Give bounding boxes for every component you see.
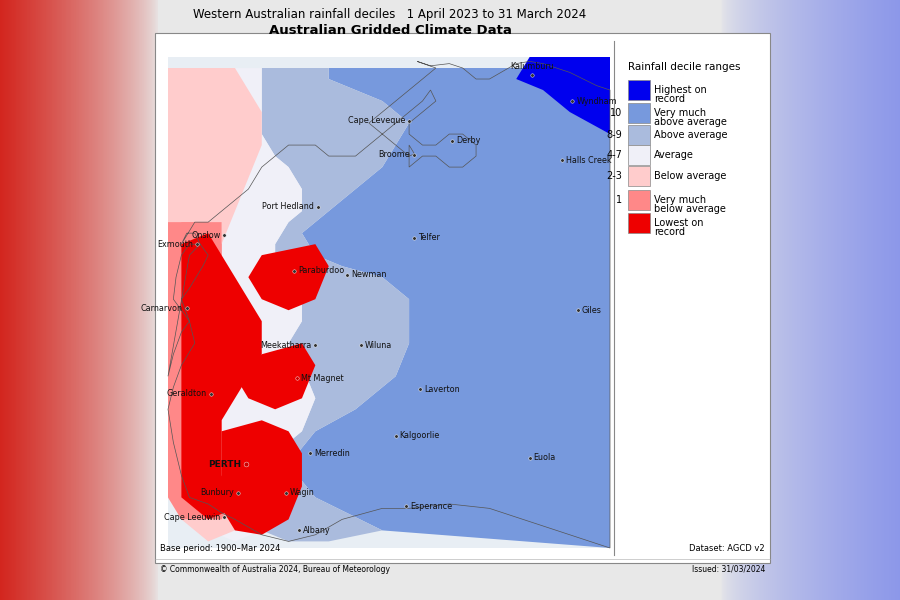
Text: below average: below average (654, 204, 726, 214)
Polygon shape (168, 68, 315, 541)
Polygon shape (248, 68, 410, 541)
Text: Wiluna: Wiluna (364, 341, 392, 350)
Text: record: record (654, 227, 685, 237)
Text: 8-9: 8-9 (607, 130, 622, 140)
Text: Albany: Albany (303, 526, 331, 535)
Polygon shape (289, 68, 610, 548)
Text: Base period: 1900–Mar 2024: Base period: 1900–Mar 2024 (160, 544, 281, 553)
Bar (628, 103, 650, 123)
Polygon shape (182, 288, 221, 321)
Text: Newman: Newman (352, 271, 387, 280)
Text: Rainfall decile ranges: Rainfall decile ranges (628, 62, 741, 72)
Text: Carnarvon: Carnarvon (140, 304, 183, 313)
Text: Very much: Very much (654, 195, 706, 205)
Text: Wyndham: Wyndham (577, 97, 617, 106)
Text: 1: 1 (616, 195, 622, 205)
Bar (628, 213, 650, 233)
Text: Bunbury: Bunbury (200, 488, 234, 497)
Text: Western Australian rainfall deciles   1 April 2023 to 31 March 2024: Western Australian rainfall deciles 1 Ap… (194, 8, 587, 21)
Text: 2-3: 2-3 (606, 171, 622, 181)
Text: Meekatharra: Meekatharra (260, 341, 311, 350)
Text: Laverton: Laverton (424, 385, 459, 394)
Polygon shape (182, 222, 221, 255)
Text: Issued: 31/03/2024: Issued: 31/03/2024 (691, 565, 765, 574)
Text: above average: above average (654, 117, 727, 127)
Text: Lowest on: Lowest on (654, 218, 704, 228)
Text: Telfer: Telfer (418, 233, 440, 242)
Polygon shape (168, 57, 610, 548)
Text: Merredin: Merredin (314, 449, 350, 458)
Text: Australian Gridded Climate Data: Australian Gridded Climate Data (268, 24, 511, 37)
Text: Mt Magnet: Mt Magnet (301, 374, 343, 383)
Text: Onslow: Onslow (191, 231, 220, 240)
Text: Halls Creek: Halls Creek (566, 156, 611, 165)
Text: Below average: Below average (654, 171, 726, 181)
Text: 4-7: 4-7 (606, 150, 622, 160)
Text: Giles: Giles (582, 306, 602, 315)
Text: Derby: Derby (456, 136, 481, 145)
Polygon shape (517, 57, 610, 134)
Text: Very much: Very much (654, 108, 706, 118)
Text: Wagin: Wagin (290, 488, 315, 497)
Bar (628, 125, 650, 145)
Bar (628, 166, 650, 186)
Polygon shape (248, 244, 328, 310)
Polygon shape (168, 222, 235, 520)
Polygon shape (235, 343, 315, 409)
Text: Geraldton: Geraldton (166, 389, 207, 398)
Bar (155, 33, 770, 563)
Text: Average: Average (654, 150, 694, 160)
Text: Port Hedland: Port Hedland (262, 202, 314, 211)
Polygon shape (221, 420, 302, 535)
Text: Cape Leeuwin: Cape Leeuwin (164, 512, 220, 521)
Bar (628, 145, 650, 165)
Bar (628, 190, 650, 210)
Text: Paraburdoo: Paraburdoo (298, 266, 344, 275)
Text: © Commonwealth of Australia 2024, Bureau of Meteorology: © Commonwealth of Australia 2024, Bureau… (160, 565, 390, 574)
Text: Euola: Euola (534, 453, 556, 462)
Text: Cape Leveque: Cape Leveque (347, 116, 405, 125)
Polygon shape (182, 233, 262, 520)
Text: PERTH: PERTH (209, 460, 242, 469)
Text: Esperance: Esperance (410, 502, 453, 511)
Text: record: record (654, 94, 685, 104)
Text: Dataset: AGCD v2: Dataset: AGCD v2 (689, 544, 765, 553)
Text: Kalumburu: Kalumburu (510, 62, 554, 71)
Bar (628, 80, 650, 100)
Text: Kalgoorlie: Kalgoorlie (400, 431, 440, 440)
Text: Above average: Above average (654, 130, 727, 140)
Text: Highest on: Highest on (654, 85, 706, 95)
Text: Exmouth: Exmouth (158, 239, 194, 248)
Polygon shape (168, 68, 262, 541)
Text: 10: 10 (610, 108, 622, 118)
Text: Broome: Broome (379, 151, 410, 160)
